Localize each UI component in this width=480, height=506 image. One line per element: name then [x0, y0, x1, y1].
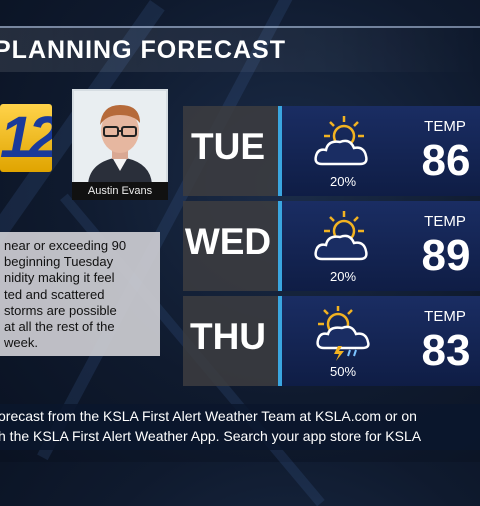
precip-chance: 20%: [329, 269, 357, 284]
temp-value: 83: [421, 326, 471, 375]
story-line: storms are possible: [4, 302, 117, 318]
presenter-photo: [72, 89, 168, 186]
temp-value: 89: [421, 231, 471, 280]
story-line: near or exceeding 90: [4, 238, 127, 253]
partly-cloudy-icon: [314, 116, 368, 166]
day-label: TUE: [191, 126, 265, 167]
story-text: near or exceeding 90 beginning Tuesday n…: [0, 232, 160, 356]
temp-label: TEMP: [424, 118, 466, 135]
forecast-panel: 20% TEMP 86: [278, 106, 480, 196]
story-line: at all the rest of the: [4, 319, 115, 335]
station-logo: 12: [0, 104, 52, 172]
temp-label: TEMP: [424, 213, 466, 230]
story-line: ted and scattered: [4, 286, 105, 302]
forecast-row-tue: TUE 20% TEMP 86: [183, 106, 480, 196]
forecast-row-thu: THU 50% TEMP 83: [183, 296, 480, 386]
ticker-line: orecast from the KSLA First Alert Weathe…: [0, 408, 417, 424]
title-bar: [0, 26, 480, 72]
temp-value: 86: [421, 136, 471, 185]
story-line: beginning Tuesday: [4, 254, 114, 270]
day-label: THU: [189, 316, 267, 357]
story-line: nidity making it feel: [4, 270, 115, 286]
ticker-line: h the KSLA First Alert Weather App. Sear…: [0, 428, 422, 444]
precip-chance: 50%: [329, 364, 357, 379]
day-label: WED: [184, 221, 272, 262]
forecast-row-wed: WED 20% TEMP 89: [183, 201, 480, 291]
forecast-panel: 20% TEMP 89: [278, 201, 480, 291]
ticker-bar: orecast from the KSLA First Alert Weathe…: [0, 404, 480, 450]
page-title: PLANNING FORECAST: [0, 36, 286, 64]
story-line: week.: [4, 335, 38, 351]
thunderstorm-icon: [316, 306, 370, 361]
partly-cloudy-icon: [314, 211, 368, 261]
precip-chance: 20%: [329, 174, 357, 189]
presenter-name: Austin Evans: [72, 182, 168, 200]
forecast-panel: 50% TEMP 83: [278, 296, 480, 386]
temp-label: TEMP: [424, 308, 466, 325]
